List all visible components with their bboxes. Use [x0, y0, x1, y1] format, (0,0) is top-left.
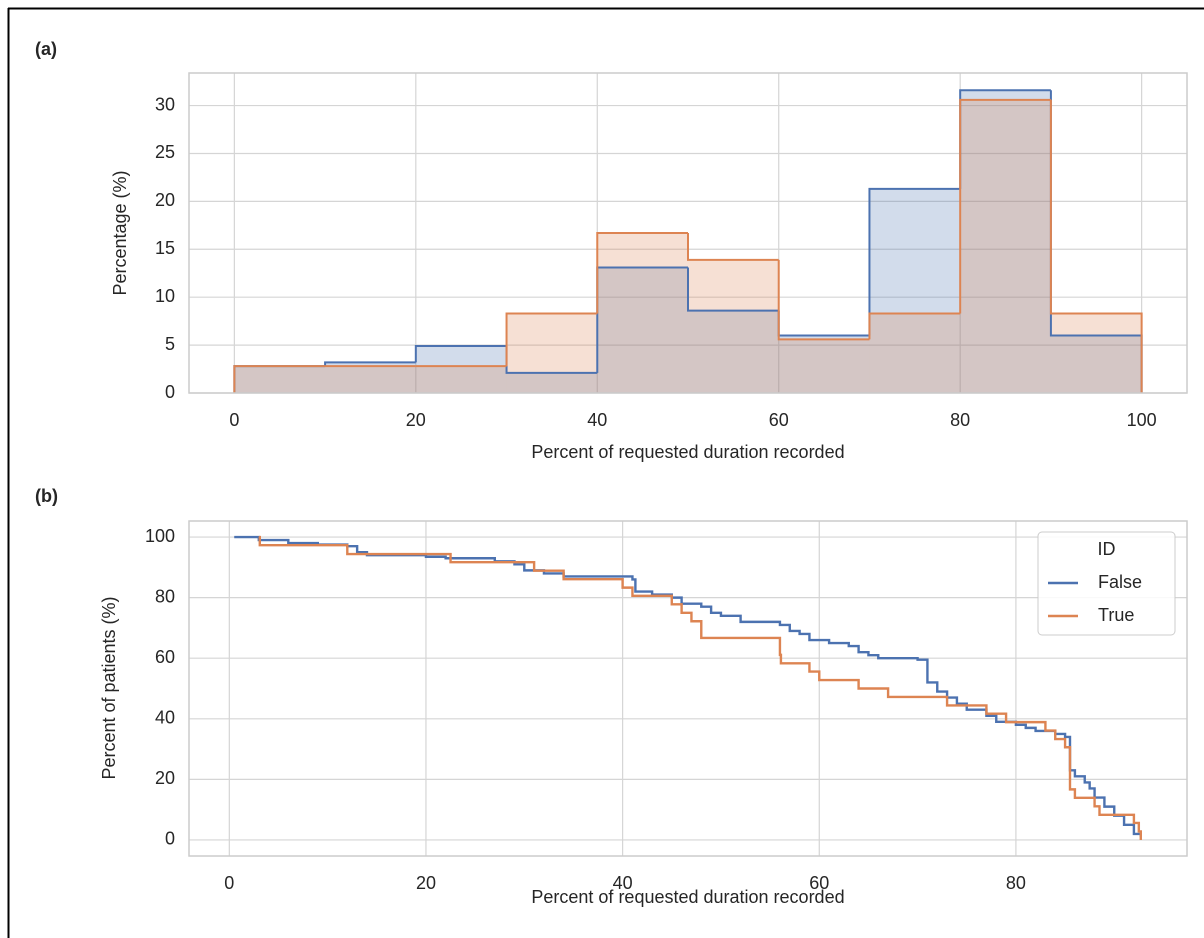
y-tick-label: 10: [155, 286, 175, 306]
hist-bar: [234, 366, 326, 393]
y-tick-label: 40: [155, 708, 175, 728]
hist-bar: [778, 335, 870, 393]
hist-step: [777, 310, 870, 337]
legend-title: ID: [1098, 539, 1116, 559]
legend-box: [1037, 531, 1176, 636]
hist-bar: [506, 313, 598, 393]
hist-step: [959, 98, 1051, 314]
x-axis-label: Percent of requested duration recorded: [531, 887, 844, 907]
panel-label: (a): [35, 39, 57, 59]
hist-step: [687, 267, 779, 312]
hist-bar: [1050, 313, 1142, 393]
hist-bar: [597, 267, 688, 393]
hist-bar: [960, 90, 1051, 393]
hist-step: [233, 365, 326, 393]
x-tick-label: 80: [950, 410, 970, 430]
hist-bar: [1050, 335, 1142, 393]
x-tick-label: 40: [587, 410, 607, 430]
y-tick-label: 30: [155, 94, 175, 114]
y-axis-label: Percent of patients (%): [99, 596, 119, 779]
y-tick-label: 5: [165, 334, 175, 354]
hist-bar: [234, 366, 326, 393]
y-tick-label: 20: [155, 190, 175, 210]
y-tick-label: 100: [145, 526, 175, 546]
hist-step: [868, 312, 961, 340]
x-tick-label: 80: [1006, 873, 1026, 893]
panel-label: (b): [35, 486, 58, 506]
x-tick-label: 100: [1127, 410, 1157, 430]
hist-step: [687, 233, 779, 261]
y-tick-label: 15: [155, 238, 175, 258]
hist-bar: [325, 366, 416, 393]
x-tick-label: 40: [613, 873, 633, 893]
hist-bar: [688, 259, 779, 393]
y-tick-label: 20: [155, 768, 175, 788]
hist-step: [505, 312, 598, 367]
y-axis-label: Percentage (%): [110, 170, 130, 295]
y-tick-label: 80: [155, 586, 175, 606]
hist-bar: [415, 366, 507, 393]
hist-bar: [688, 310, 779, 393]
hist-bar: [325, 362, 416, 393]
hist-step: [324, 361, 416, 367]
legend-label: True: [1098, 605, 1134, 625]
axes-frame: [188, 72, 1188, 394]
legend-label: False: [1098, 572, 1142, 592]
y-tick-label: 25: [155, 142, 175, 162]
hist-bar: [415, 346, 507, 393]
y-tick-label: 60: [155, 647, 175, 667]
x-tick-label: 60: [769, 410, 789, 430]
hist-bar: [960, 99, 1051, 393]
x-tick-label: 60: [809, 873, 829, 893]
hist-step: [1049, 99, 1143, 393]
y-tick-label: 0: [165, 829, 175, 849]
step-line: [258, 535, 1142, 840]
x-tick-label: 20: [416, 873, 436, 893]
x-tick-label: 0: [224, 873, 234, 893]
step-line: [234, 535, 1142, 837]
hist-bar: [778, 339, 870, 393]
hist-bar: [506, 372, 598, 393]
x-tick-label: 20: [406, 410, 426, 430]
x-axis-label: Percent of requested duration recorded: [531, 442, 844, 462]
hist-step: [868, 187, 961, 336]
hist-bar: [597, 233, 688, 393]
y-tick-label: 0: [165, 382, 175, 402]
hist-step: [414, 345, 507, 363]
hist-bar: [869, 188, 961, 393]
hist-step: [596, 232, 688, 314]
x-tick-label: 0: [229, 410, 239, 430]
hist-step: [777, 259, 870, 341]
hist-bar: [869, 313, 961, 393]
axes-frame: [188, 520, 1188, 857]
